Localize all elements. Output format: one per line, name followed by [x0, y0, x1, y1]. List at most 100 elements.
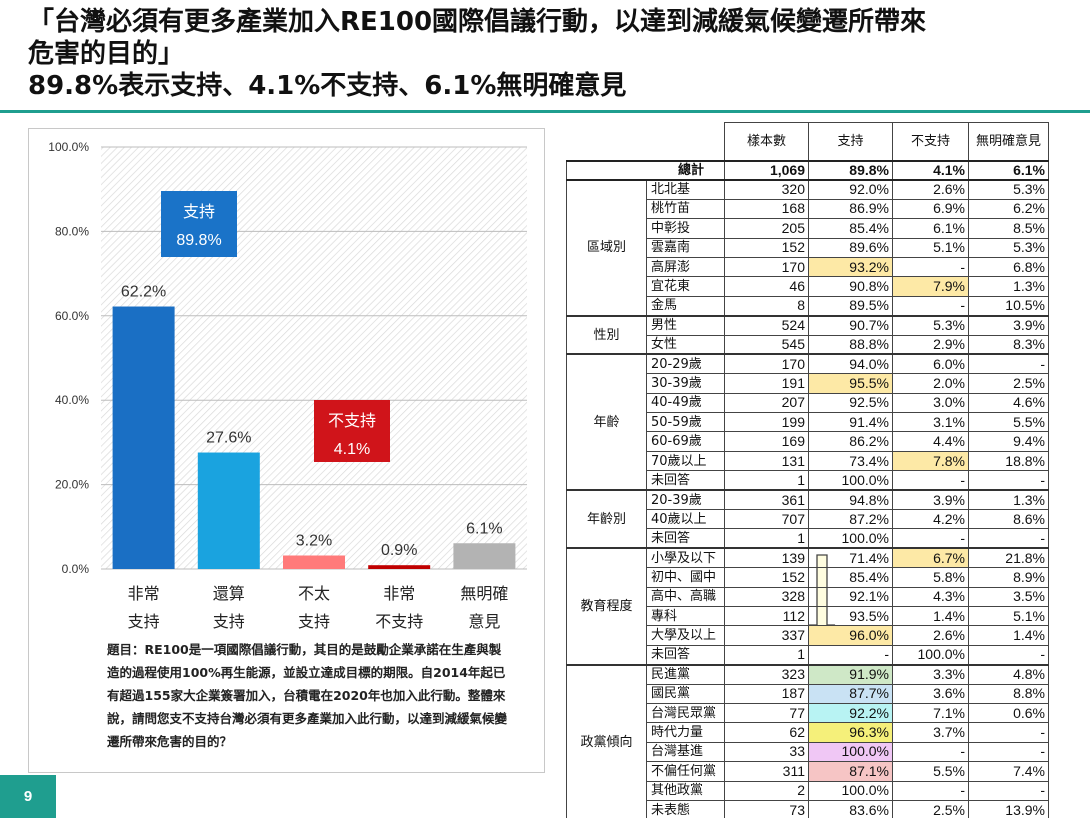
bar-chart: 0.0%20.0%40.0%60.0%80.0%100.0%62.2%非常支持2…: [48, 140, 527, 629]
row-label: 台灣基進: [646, 741, 725, 763]
row-label: 宜花東: [646, 276, 725, 297]
table-cell: 7.1%: [892, 702, 969, 724]
table-cell: 2.0%: [892, 373, 969, 394]
table-cell: 93.2%: [808, 256, 893, 278]
table-cell: 96.3%: [808, 722, 893, 743]
page-title: 「台灣必須有更多產業加入RE100國際倡議行動，以達到減緩氣候變遷所帶來 危害的…: [28, 6, 1078, 102]
table-cell: 311: [724, 761, 809, 782]
row-label: 高屏澎: [646, 256, 725, 278]
row-label: 時代力量: [646, 722, 725, 743]
y-tick-label: 60.0%: [55, 309, 89, 323]
table-cell: 62: [724, 722, 809, 743]
annotation-label: 支持: [183, 202, 215, 221]
table-cell: 5.1%: [968, 605, 1049, 627]
question-text: 題目：RE100是一項國際倡議行動，其目的是鼓勵企業承諾在生產與製造的過程使用1…: [107, 642, 508, 749]
table-row: 雲嘉南 152 89.6% 5.1% 5.3%: [567, 237, 1049, 258]
table-cell: 73: [724, 799, 809, 818]
table-cell: 100.0%: [808, 741, 893, 763]
table-cell: 4.8%: [968, 663, 1049, 685]
table-cell: 169: [724, 431, 809, 452]
table-cell: 1.3%: [968, 276, 1049, 297]
table-cell: 1.4%: [892, 605, 969, 627]
table-cell: 100.0%: [808, 780, 893, 801]
x-tick-label: 非常: [128, 584, 160, 603]
data-label: 0.9%: [381, 542, 417, 559]
table-cell: 8.3%: [968, 334, 1049, 355]
row-label: 大學及以上: [646, 625, 725, 646]
y-tick-label: 0.0%: [62, 562, 90, 576]
table-row: 性別 男性 524 90.7% 5.3% 3.9%: [566, 314, 1049, 355]
annotation-box: [314, 400, 390, 462]
table-cell: 7.4%: [968, 761, 1049, 782]
table-row: 台灣民眾黨 77 92.2% 7.1% 0.6%: [567, 702, 1049, 724]
annotation-value: 89.8%: [176, 232, 221, 249]
header-no-opinion: 無明確意見: [968, 122, 1049, 161]
table-cell: 3.9%: [968, 314, 1049, 336]
y-tick-label: 80.0%: [55, 224, 89, 238]
table-row: 年齡 20-29歲 170 94.0% 6.0% -: [566, 353, 1049, 491]
table-cell: 2.5%: [892, 799, 969, 818]
table-cell: 94.8%: [808, 489, 893, 511]
table-cell: 7.9%: [892, 276, 969, 297]
table-cell: 2.6%: [892, 178, 969, 200]
table-cell: 5.1%: [892, 237, 969, 258]
table-row: 其他政黨 2 100.0% - -: [567, 780, 1049, 801]
row-label: 未回答: [646, 644, 725, 666]
table-cell: -: [968, 644, 1049, 666]
table-cell: 320: [724, 178, 809, 200]
bar: [368, 565, 431, 569]
table-cell: 100.0%: [892, 644, 969, 666]
table-cell: 8.9%: [968, 567, 1049, 588]
table-cell: 328: [724, 586, 809, 607]
table-header-row: 樣本數 支持 不支持 無明確意見: [566, 122, 1049, 161]
x-tick-label: 非常: [383, 584, 415, 603]
table-cell: 9.4%: [968, 431, 1049, 452]
table-cell: 87.2%: [808, 509, 893, 530]
total-cell: 6.1%: [968, 159, 1049, 181]
table-cell: 91.4%: [808, 412, 893, 433]
table-row: 40歲以上 707 87.2% 4.2% 8.6%: [567, 509, 1049, 530]
annotation-box: [161, 191, 237, 257]
table-cell: 152: [724, 237, 809, 258]
table-cell: 545: [724, 334, 809, 355]
table-cell: 86.9%: [808, 198, 893, 220]
row-label: 20-39歲: [646, 489, 725, 511]
table-cell: -: [968, 528, 1049, 549]
annotation-value: 4.1%: [334, 441, 370, 458]
table-cell: 18.8%: [968, 450, 1049, 472]
row-label: 40歲以上: [646, 509, 725, 530]
table-cell: 199: [724, 412, 809, 433]
table-cell: 5.8%: [892, 567, 969, 588]
table-cell: 87.7%: [808, 683, 893, 704]
table-cell: 96.0%: [808, 625, 893, 646]
table-cell: -: [968, 470, 1049, 491]
table-cell: 5.3%: [968, 237, 1049, 258]
table-cell: 3.9%: [892, 489, 969, 511]
table-cell: 6.1%: [892, 218, 969, 239]
bar: [453, 543, 516, 569]
table-cell: 100.0%: [808, 470, 893, 491]
table-cell: 90.8%: [808, 276, 893, 297]
bar: [112, 306, 175, 569]
table-row: 台灣基進 33 100.0% - -: [567, 741, 1049, 763]
table-cell: 88.8%: [808, 334, 893, 355]
table-row: 高中、高職 328 92.1% 4.3% 3.5%: [567, 586, 1049, 607]
x-tick-label: 支持: [298, 612, 330, 629]
table-cell: 92.1%: [808, 586, 893, 607]
table-cell: -: [968, 353, 1049, 375]
table-cell: 5.3%: [892, 314, 969, 336]
table-cell: 77: [724, 702, 809, 724]
table-cell: 5.5%: [892, 761, 969, 782]
table-cell: 73.4%: [808, 450, 893, 472]
table-cell: 337: [724, 625, 809, 646]
row-label: 60-69歲: [646, 431, 725, 452]
table-cell: 3.0%: [892, 392, 969, 414]
header-sample: 樣本數: [724, 122, 809, 161]
table-cell: 8.8%: [968, 683, 1049, 704]
row-label: 國民黨: [646, 683, 725, 704]
table-cell: -: [892, 780, 969, 801]
table-cell: -: [968, 741, 1049, 763]
group-label: 性別: [566, 314, 647, 355]
table-cell: 3.3%: [892, 663, 969, 685]
row-label: 30-39歲: [646, 373, 725, 394]
